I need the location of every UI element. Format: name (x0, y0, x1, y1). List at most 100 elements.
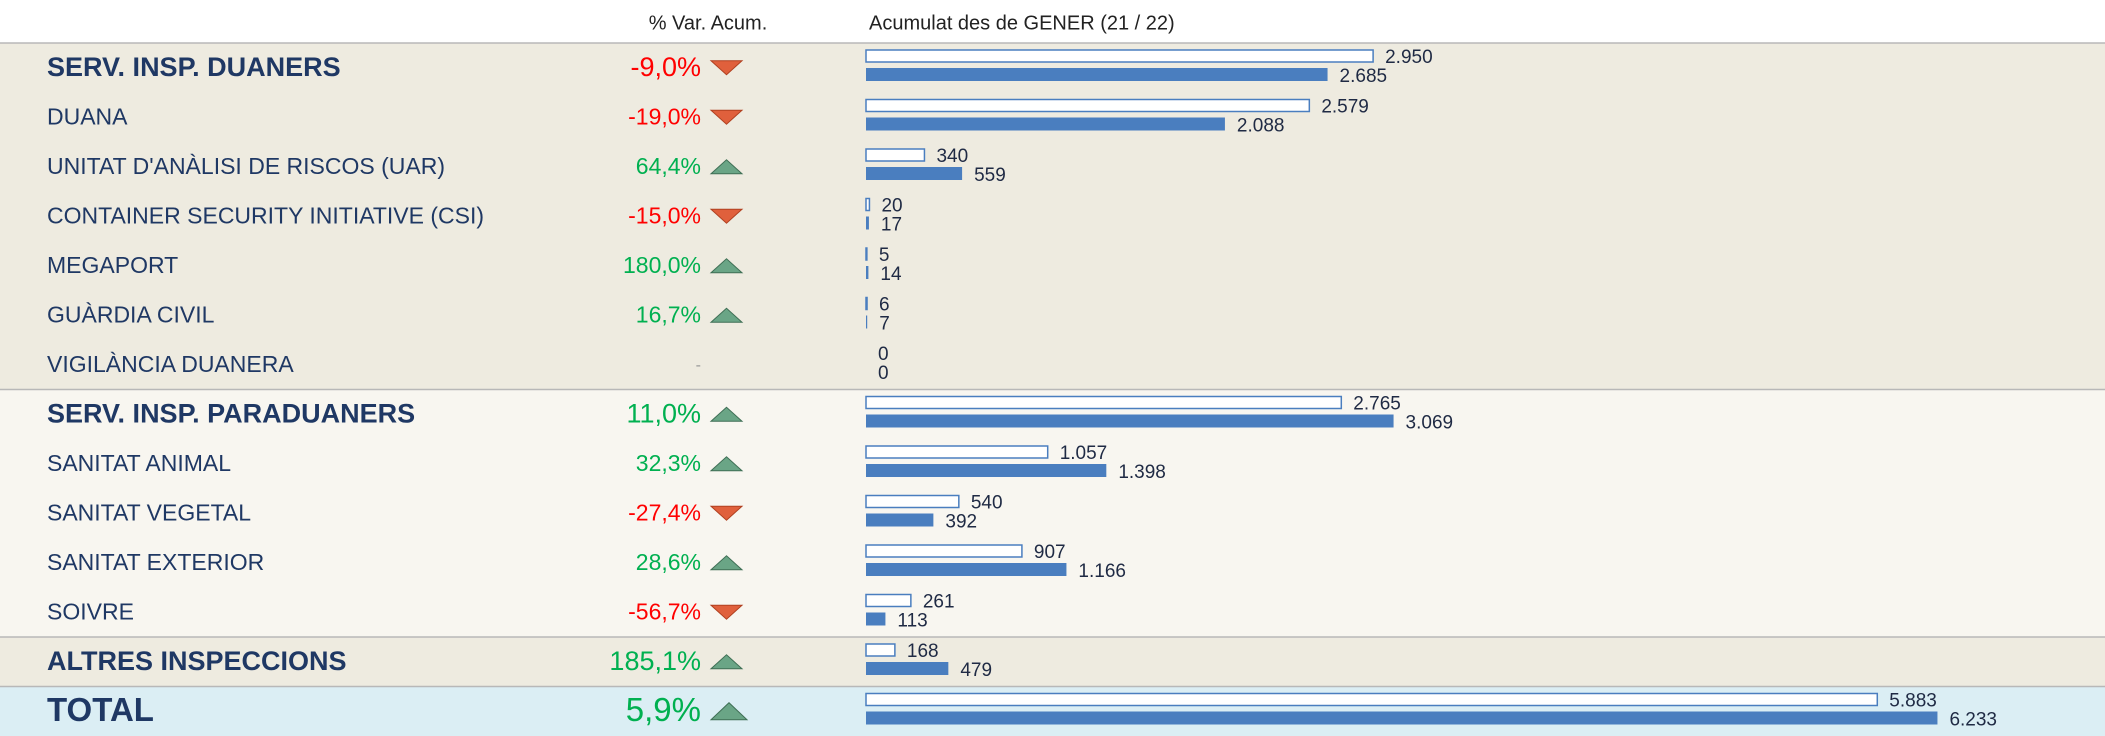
prev-label: 6 (879, 295, 890, 316)
bar-curr (866, 711, 1938, 725)
row-name: CONTAINER SECURITY INITIATIVE (CSI) (47, 202, 484, 228)
row-background (0, 538, 2105, 588)
var-value: - (696, 357, 701, 374)
row-name: MEGAPORT (47, 252, 178, 278)
prev-label: 261 (923, 592, 955, 613)
var-value: 11,0% (626, 398, 701, 428)
curr-label: 2.685 (1340, 66, 1388, 87)
bar-prev (865, 445, 1049, 459)
arrow-up (709, 307, 744, 323)
arrow-up (709, 456, 744, 472)
curr-label: 6.233 (1949, 710, 1997, 731)
bar-curr (866, 315, 868, 329)
bar-prev (865, 643, 896, 657)
row-background (0, 191, 2105, 241)
bars-header: Acumulat des de GENER (21 / 22) (869, 12, 1175, 34)
curr-label: 1.166 (1078, 561, 1126, 582)
bar-prev (865, 98, 1311, 113)
var-value: 28,6% (636, 549, 701, 575)
row-name: SANITAT VEGETAL (47, 499, 251, 525)
curr-label: 1.398 (1118, 462, 1166, 483)
var-value: -19,0% (628, 103, 701, 129)
var-value: 32,3% (636, 450, 701, 476)
row-name: VIGILÀNCIA DUANERA (47, 351, 294, 377)
curr-label: 14 (880, 264, 902, 285)
bar-prev (865, 296, 868, 311)
curr-label: 3.069 (1406, 413, 1454, 434)
curr-label: 113 (897, 611, 927, 632)
row-background (0, 488, 2105, 538)
curr-label: 392 (945, 512, 977, 533)
bar-curr (866, 414, 1394, 428)
row-name: ALTRES INSPECCIONS (47, 646, 347, 676)
prev-label: 2.579 (1321, 97, 1369, 118)
arrow-down (709, 60, 744, 76)
curr-label: 17 (881, 215, 902, 236)
curr-label: 0 (878, 363, 889, 384)
row-name: DUANA (47, 103, 128, 129)
prev-label: 20 (881, 196, 902, 217)
curr-label: 7 (879, 314, 890, 335)
var-value: 5,9% (626, 691, 701, 728)
prev-label: 907 (1034, 542, 1066, 563)
var-value: 64,4% (636, 153, 701, 179)
bar-prev (865, 197, 871, 212)
prev-label: 0 (878, 344, 889, 365)
row-name: SANITAT EXTERIOR (47, 549, 264, 575)
row-background (0, 241, 2105, 291)
var-value: -9,0% (630, 52, 701, 82)
row-background (0, 340, 2105, 390)
bar-curr (866, 612, 886, 626)
var-header: % Var. Acum. (649, 12, 768, 34)
arrow-down (709, 505, 744, 521)
row-background (0, 587, 2105, 637)
arrow-up (709, 654, 744, 670)
arrow-up (709, 258, 744, 274)
arrow-down (709, 604, 744, 620)
row-name: UNITAT D'ANÀLISI DE RISCOS (UAR) (47, 153, 445, 179)
var-value: 16,7% (636, 301, 701, 327)
bar-curr (866, 167, 963, 180)
bar-curr (866, 662, 949, 675)
prev-label: 168 (907, 641, 939, 662)
row-background (0, 637, 2105, 687)
bar-curr (866, 266, 869, 279)
row-name: SERV. INSP. PARADUANERS (47, 398, 415, 428)
prev-label: 2.950 (1385, 47, 1433, 68)
bar-curr (866, 513, 934, 527)
prev-label: 5.883 (1889, 691, 1937, 712)
arrow-down (709, 208, 744, 224)
var-value: -15,0% (628, 202, 701, 228)
bar-prev (865, 395, 1343, 410)
arrow-up (709, 406, 744, 422)
arrow-down (709, 109, 744, 125)
bar-prev (865, 247, 868, 261)
row-name: SERV. INSP. DUANERS (47, 52, 341, 82)
var-value: 180,0% (623, 252, 701, 278)
prev-label: 540 (971, 493, 1003, 514)
row-background (0, 290, 2105, 340)
curr-label: 2.088 (1237, 116, 1285, 137)
bar-curr (866, 117, 1225, 131)
bar-prev (865, 692, 1879, 707)
bar-prev (865, 544, 1023, 558)
bar-prev (865, 49, 1374, 63)
arrow-up (709, 555, 744, 571)
prev-label: 5 (879, 245, 890, 266)
row-background (0, 142, 2105, 192)
bar-prev (865, 494, 960, 509)
row-background (0, 439, 2105, 489)
bar-curr (866, 563, 1067, 576)
prev-label: 340 (936, 146, 968, 167)
prev-label: 1.057 (1060, 443, 1108, 464)
bar-prev (865, 593, 912, 608)
prev-label: 2.765 (1353, 394, 1401, 415)
bar-curr (866, 68, 1328, 81)
row-name: SANITAT ANIMAL (47, 450, 231, 476)
arrow-up (709, 702, 749, 721)
bar-curr (866, 216, 869, 230)
var-value: -56,7% (628, 598, 701, 624)
row-name: SOIVRE (47, 598, 134, 624)
